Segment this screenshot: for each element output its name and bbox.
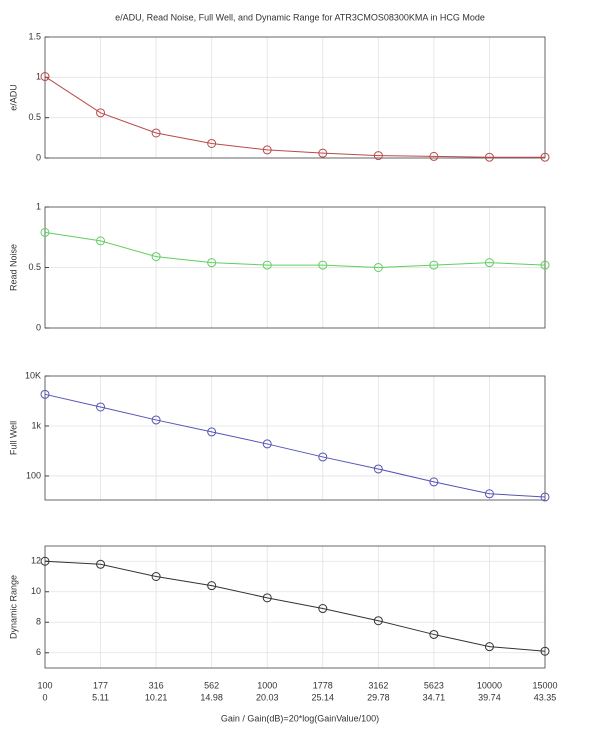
- y-tick-label: 12: [31, 556, 41, 566]
- x-tick-sublabel: 10.21: [145, 692, 168, 702]
- x-tick-sublabel: 39.74: [478, 692, 501, 702]
- x-tick-sublabel: 20.03: [256, 692, 279, 702]
- marker: [96, 559, 106, 569]
- series-line: [44, 560, 546, 652]
- x-tick-sublabel: 43.35: [534, 692, 557, 702]
- x-tick-label: 15000: [532, 680, 557, 690]
- marker: [429, 629, 439, 639]
- marker: [151, 128, 161, 138]
- x-tick-sublabel: 14.98: [200, 692, 223, 702]
- x-tick-label: 562: [204, 680, 219, 690]
- marker: [484, 642, 494, 652]
- chart-title: e/ADU, Read Noise, Full Well, and Dynami…: [115, 12, 485, 22]
- marker: [151, 572, 161, 581]
- marker: [318, 452, 328, 462]
- y-tick-label: 1.5: [28, 31, 41, 41]
- marker: [484, 258, 494, 268]
- x-tick-label: 1000: [257, 680, 277, 690]
- y-tick-label: 8: [36, 617, 41, 627]
- marker: [429, 260, 439, 270]
- marker: [207, 427, 217, 437]
- y-tick-label: 1k: [31, 420, 41, 430]
- marker: [429, 477, 439, 487]
- marker: [262, 260, 272, 270]
- plot-frame: [44, 375, 546, 501]
- y-tick-label: 6: [36, 647, 41, 657]
- marker: [484, 489, 494, 499]
- marker: [96, 402, 106, 412]
- y-tick-label: 0.5: [28, 262, 41, 272]
- plot-frame: [44, 206, 546, 329]
- x-tick-sublabel: 34.71: [423, 692, 446, 702]
- marker: [40, 556, 50, 566]
- marker: [373, 464, 383, 474]
- marker: [207, 258, 217, 268]
- marker: [540, 152, 550, 162]
- y-tick-label: 0: [36, 322, 41, 332]
- x-tick-sublabel: 5.11: [92, 692, 109, 702]
- y-tick-label: 1: [36, 201, 41, 211]
- x-tick-label: 5623: [424, 680, 444, 690]
- marker: [40, 389, 50, 399]
- marker: [262, 593, 272, 603]
- x-tick-label: 10000: [477, 680, 502, 690]
- marker: [40, 227, 50, 237]
- series-line: [44, 393, 546, 498]
- marker: [373, 263, 383, 272]
- y-tick-label: 10: [31, 586, 41, 596]
- x-tick-sublabel: 0: [42, 692, 47, 702]
- series-line: [44, 76, 545, 158]
- y-tick-label: 10K: [25, 370, 41, 380]
- x-tick-label: 1778: [313, 680, 333, 690]
- marker: [484, 152, 494, 162]
- series-line: [44, 231, 546, 269]
- marker: [318, 604, 328, 614]
- marker: [96, 236, 106, 246]
- y-tick-label: 100: [26, 470, 41, 480]
- x-axis-label: Gain / Gain(dB)=20*log(GainValue/100): [221, 713, 379, 723]
- marker: [540, 492, 550, 502]
- y-axis-label: Read Noise: [8, 244, 18, 291]
- marker: [262, 145, 272, 155]
- marker: [262, 439, 272, 449]
- x-tick-label: 177: [93, 680, 108, 690]
- x-tick-label: 316: [149, 680, 164, 690]
- marker: [540, 260, 550, 270]
- plot-frame: [44, 545, 546, 669]
- marker: [540, 646, 550, 656]
- x-tick-label: 100: [37, 680, 52, 690]
- marker: [318, 148, 328, 158]
- marker: [373, 616, 383, 626]
- x-tick-sublabel: 29.78: [367, 692, 390, 702]
- y-axis-label: e/ADU: [8, 84, 18, 111]
- marker: [151, 415, 161, 425]
- marker: [207, 138, 217, 148]
- plot-frame: [44, 36, 546, 159]
- marker: [429, 151, 439, 161]
- y-tick-label: 0.5: [28, 112, 41, 122]
- x-tick-label: 3162: [368, 680, 388, 690]
- x-tick-sublabel: 25.14: [312, 692, 335, 702]
- marker: [40, 72, 50, 82]
- y-tick-label: 1: [36, 72, 41, 82]
- marker: [96, 108, 106, 118]
- marker: [207, 581, 217, 591]
- y-axis-label: Full Well: [8, 421, 18, 455]
- marker: [151, 252, 161, 262]
- marker: [373, 151, 383, 161]
- y-tick-label: 0: [36, 152, 41, 162]
- y-axis-label: Dynamic Range: [8, 575, 18, 639]
- marker: [318, 260, 328, 270]
